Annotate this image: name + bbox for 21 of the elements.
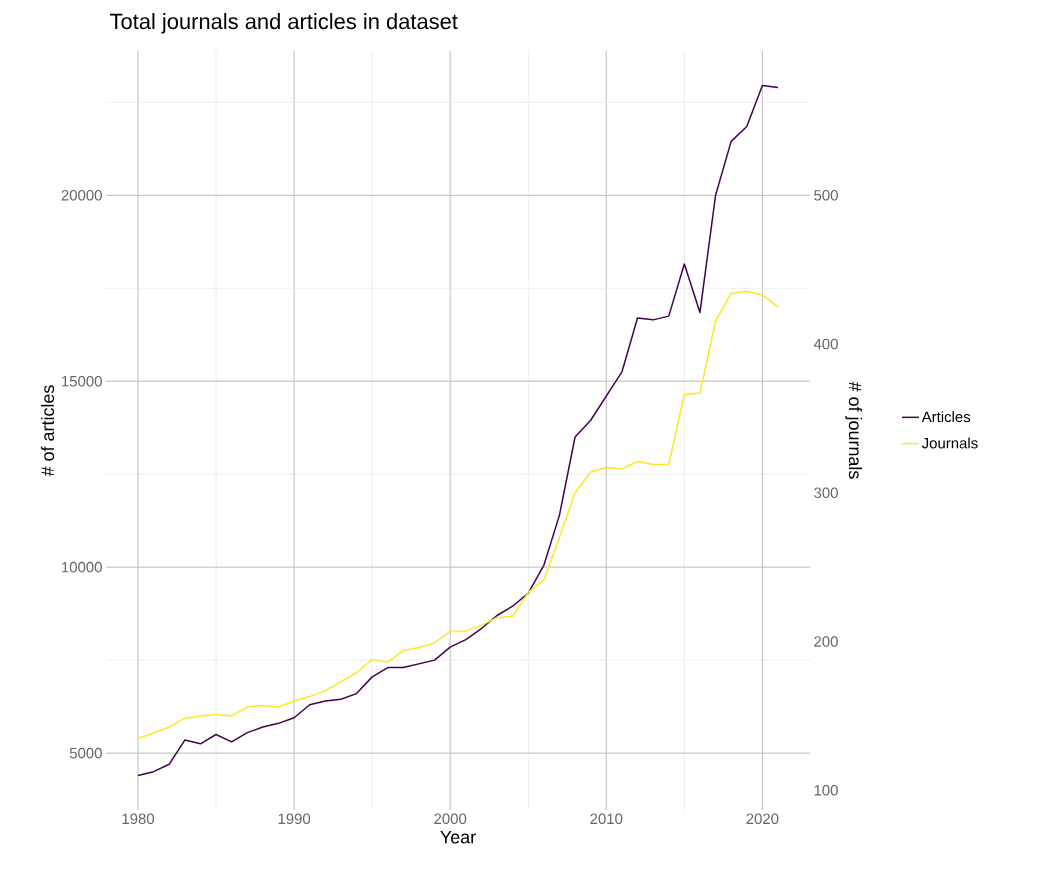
y-tick-label: 10000 — [62, 561, 102, 573]
y2-tick-label: 500 — [814, 189, 838, 201]
y-tick-label: 20000 — [61, 189, 102, 201]
y-tick-label: 5000 — [69, 747, 102, 759]
x-tick-label: 1980 — [122, 813, 155, 825]
y-tick-label: 15000 — [62, 375, 102, 387]
x-axis-title: Year — [440, 830, 476, 844]
x-tick-label: 2010 — [590, 813, 623, 825]
line-series — [137, 290, 779, 739]
y2-tick-label: 300 — [814, 487, 838, 499]
y2-tick-label: 200 — [814, 636, 838, 647]
x-tick-label: 1990 — [278, 813, 311, 825]
legend-label: Journals — [921, 437, 978, 449]
y-axis-title: # of articles — [40, 385, 55, 477]
legend-label: Articles — [921, 411, 971, 423]
x-tick-label: 2000 — [434, 813, 467, 825]
x-tick-label: 2020 — [746, 813, 779, 825]
chart-title: Total journals and articles in dataset — [110, 13, 458, 34]
y2-axis-title: # of journals — [845, 381, 863, 479]
y2-tick-label: 400 — [813, 338, 838, 350]
y2-tick-label: 100 — [814, 785, 838, 796]
